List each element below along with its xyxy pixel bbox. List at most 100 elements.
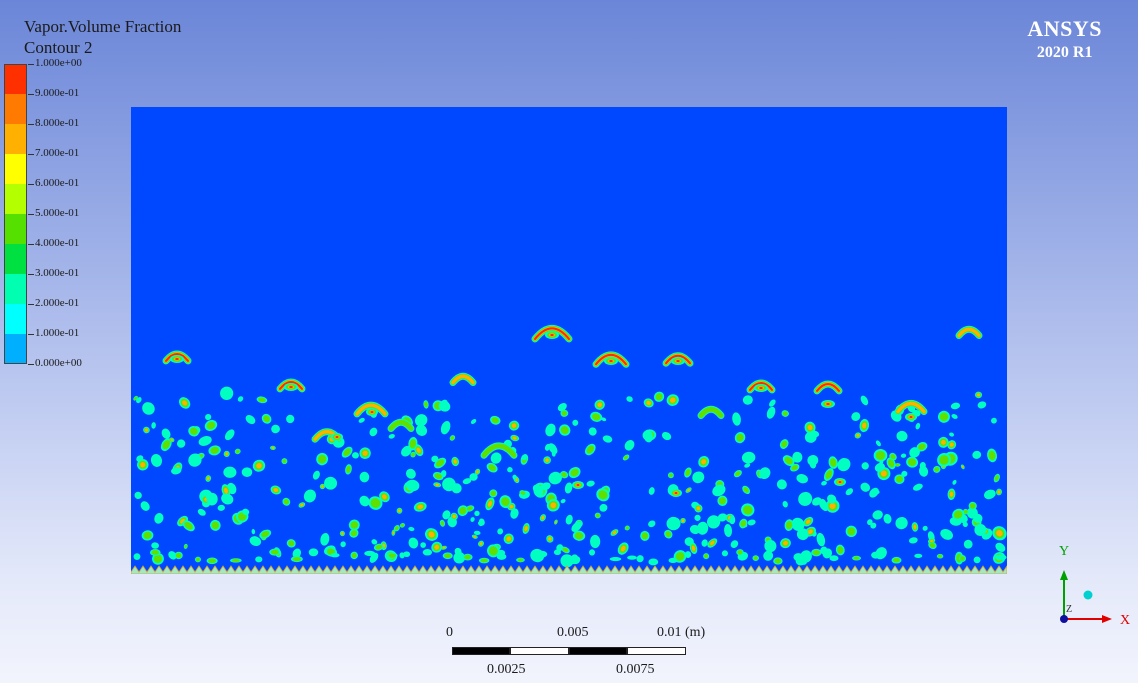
vapor-bubble bbox=[405, 468, 416, 479]
vapor-bubble bbox=[643, 430, 653, 443]
vapor-bubble bbox=[895, 517, 908, 530]
vapor-bubble bbox=[206, 557, 218, 565]
vapor-bubble bbox=[442, 510, 451, 520]
vapor-bubble bbox=[194, 556, 201, 563]
vapor-bubble bbox=[684, 551, 692, 558]
vapor-cap-bubble bbox=[746, 379, 776, 394]
vapor-bubble bbox=[205, 475, 212, 482]
vapor-bubble bbox=[617, 542, 629, 555]
vapor-bubble bbox=[320, 532, 330, 546]
vapor-bubble bbox=[732, 412, 741, 426]
axis-triad[interactable]: Y Z X bbox=[1050, 544, 1138, 636]
vapor-bubble bbox=[809, 430, 820, 438]
vapor-bubble bbox=[698, 456, 710, 468]
vapor-bubble bbox=[586, 480, 595, 487]
vapor-bubble bbox=[438, 400, 451, 412]
vapor-bubble bbox=[546, 498, 560, 512]
vapor-bubble bbox=[251, 529, 256, 535]
vapor-bubble bbox=[937, 410, 950, 423]
vapor-bubble bbox=[915, 422, 921, 430]
vapor-bubble bbox=[198, 436, 212, 446]
vapor-bubble bbox=[241, 467, 253, 477]
vapor-cap-bubble bbox=[955, 325, 983, 339]
vapor-cap-bubble bbox=[480, 442, 518, 459]
vapor-bubble bbox=[379, 491, 390, 503]
vapor-bubble bbox=[391, 529, 396, 536]
vapor-bubble bbox=[596, 488, 610, 502]
vapor-bubble bbox=[894, 463, 901, 467]
vapor-bubble bbox=[151, 422, 156, 429]
vapor-cap-bubble bbox=[697, 405, 725, 419]
vapor-bubble bbox=[561, 546, 570, 554]
vapor-bubble bbox=[739, 518, 748, 529]
vapor-bubble bbox=[860, 395, 869, 406]
vapor-bubble bbox=[208, 445, 221, 456]
vapor-bubble bbox=[871, 551, 881, 559]
vapor-bubble bbox=[453, 552, 466, 564]
vapor-bubble bbox=[223, 450, 230, 458]
vapor-cap-bubble bbox=[162, 350, 192, 365]
vapor-bubble bbox=[408, 537, 419, 549]
vapor-bubble bbox=[572, 530, 586, 541]
vapor-bubble bbox=[724, 524, 733, 538]
vapor-bubble bbox=[952, 479, 957, 485]
vapor-bubble bbox=[371, 539, 378, 545]
vapor-bubble bbox=[803, 516, 814, 527]
legend-subtitle: Contour 2 bbox=[24, 38, 93, 57]
vapor-bubble bbox=[545, 331, 559, 339]
vapor-bubble bbox=[489, 489, 498, 498]
vapor-bubble bbox=[952, 508, 965, 521]
vapor-bubble bbox=[666, 394, 679, 406]
vapor-bubble bbox=[781, 410, 789, 417]
vapor-bubble bbox=[410, 451, 416, 458]
vapor-bubble bbox=[793, 553, 804, 562]
vapor-bubble bbox=[828, 456, 838, 469]
vapor-bubble bbox=[798, 491, 813, 506]
vapor-bubble bbox=[440, 545, 447, 550]
vapor-bubble bbox=[442, 552, 453, 560]
vapor-bubble bbox=[149, 548, 161, 556]
vapor-bubble bbox=[255, 556, 263, 563]
vapor-bubble bbox=[487, 544, 500, 558]
vapor-bubble bbox=[754, 384, 768, 392]
vapor-bubble bbox=[791, 517, 805, 531]
vapor-bubble bbox=[829, 555, 839, 562]
vapor-bubble bbox=[471, 534, 478, 539]
vapor-bubble bbox=[572, 481, 584, 489]
vapor-bubble bbox=[636, 555, 644, 563]
vapor-bubble bbox=[473, 530, 481, 535]
vapor-bubble bbox=[712, 484, 726, 497]
vapor-bubble bbox=[256, 396, 268, 404]
legend-tick bbox=[28, 94, 34, 95]
vapor-bubble bbox=[951, 414, 958, 419]
vapor-bubble bbox=[741, 451, 756, 464]
vapor-bubble bbox=[408, 436, 418, 451]
vapor-bubble bbox=[626, 396, 633, 402]
vapor-bubble bbox=[914, 553, 923, 559]
vapor-bubble bbox=[284, 383, 298, 391]
vapor-bubble bbox=[478, 557, 490, 564]
contour-plot bbox=[131, 107, 1007, 574]
vapor-bubble bbox=[168, 551, 177, 560]
vapor-bubble bbox=[151, 542, 159, 549]
legend-tick bbox=[28, 64, 34, 65]
vapor-bubble bbox=[359, 471, 370, 483]
vapor-bubble bbox=[396, 507, 403, 514]
vapor-bubble bbox=[821, 400, 835, 408]
vapor-bubble bbox=[303, 489, 317, 503]
vapor-cap-bubble bbox=[531, 324, 573, 343]
vapor-bubble bbox=[692, 471, 705, 484]
vapor-bubble bbox=[653, 391, 665, 402]
vapor-bubble bbox=[252, 459, 266, 472]
vapor-bubble bbox=[993, 473, 1000, 483]
vapor-bubble bbox=[298, 502, 306, 508]
vapor-cap-bubble bbox=[894, 399, 928, 416]
vapor-bubble bbox=[348, 519, 360, 531]
contour-domain[interactable] bbox=[131, 107, 1007, 574]
legend-tick bbox=[28, 184, 34, 185]
vapor-bubble bbox=[424, 528, 439, 541]
vapor-bubble bbox=[141, 530, 154, 541]
scale-segment-2 bbox=[510, 647, 569, 655]
vapor-bubble bbox=[667, 472, 674, 479]
y-axis-arrowhead bbox=[1060, 570, 1068, 580]
